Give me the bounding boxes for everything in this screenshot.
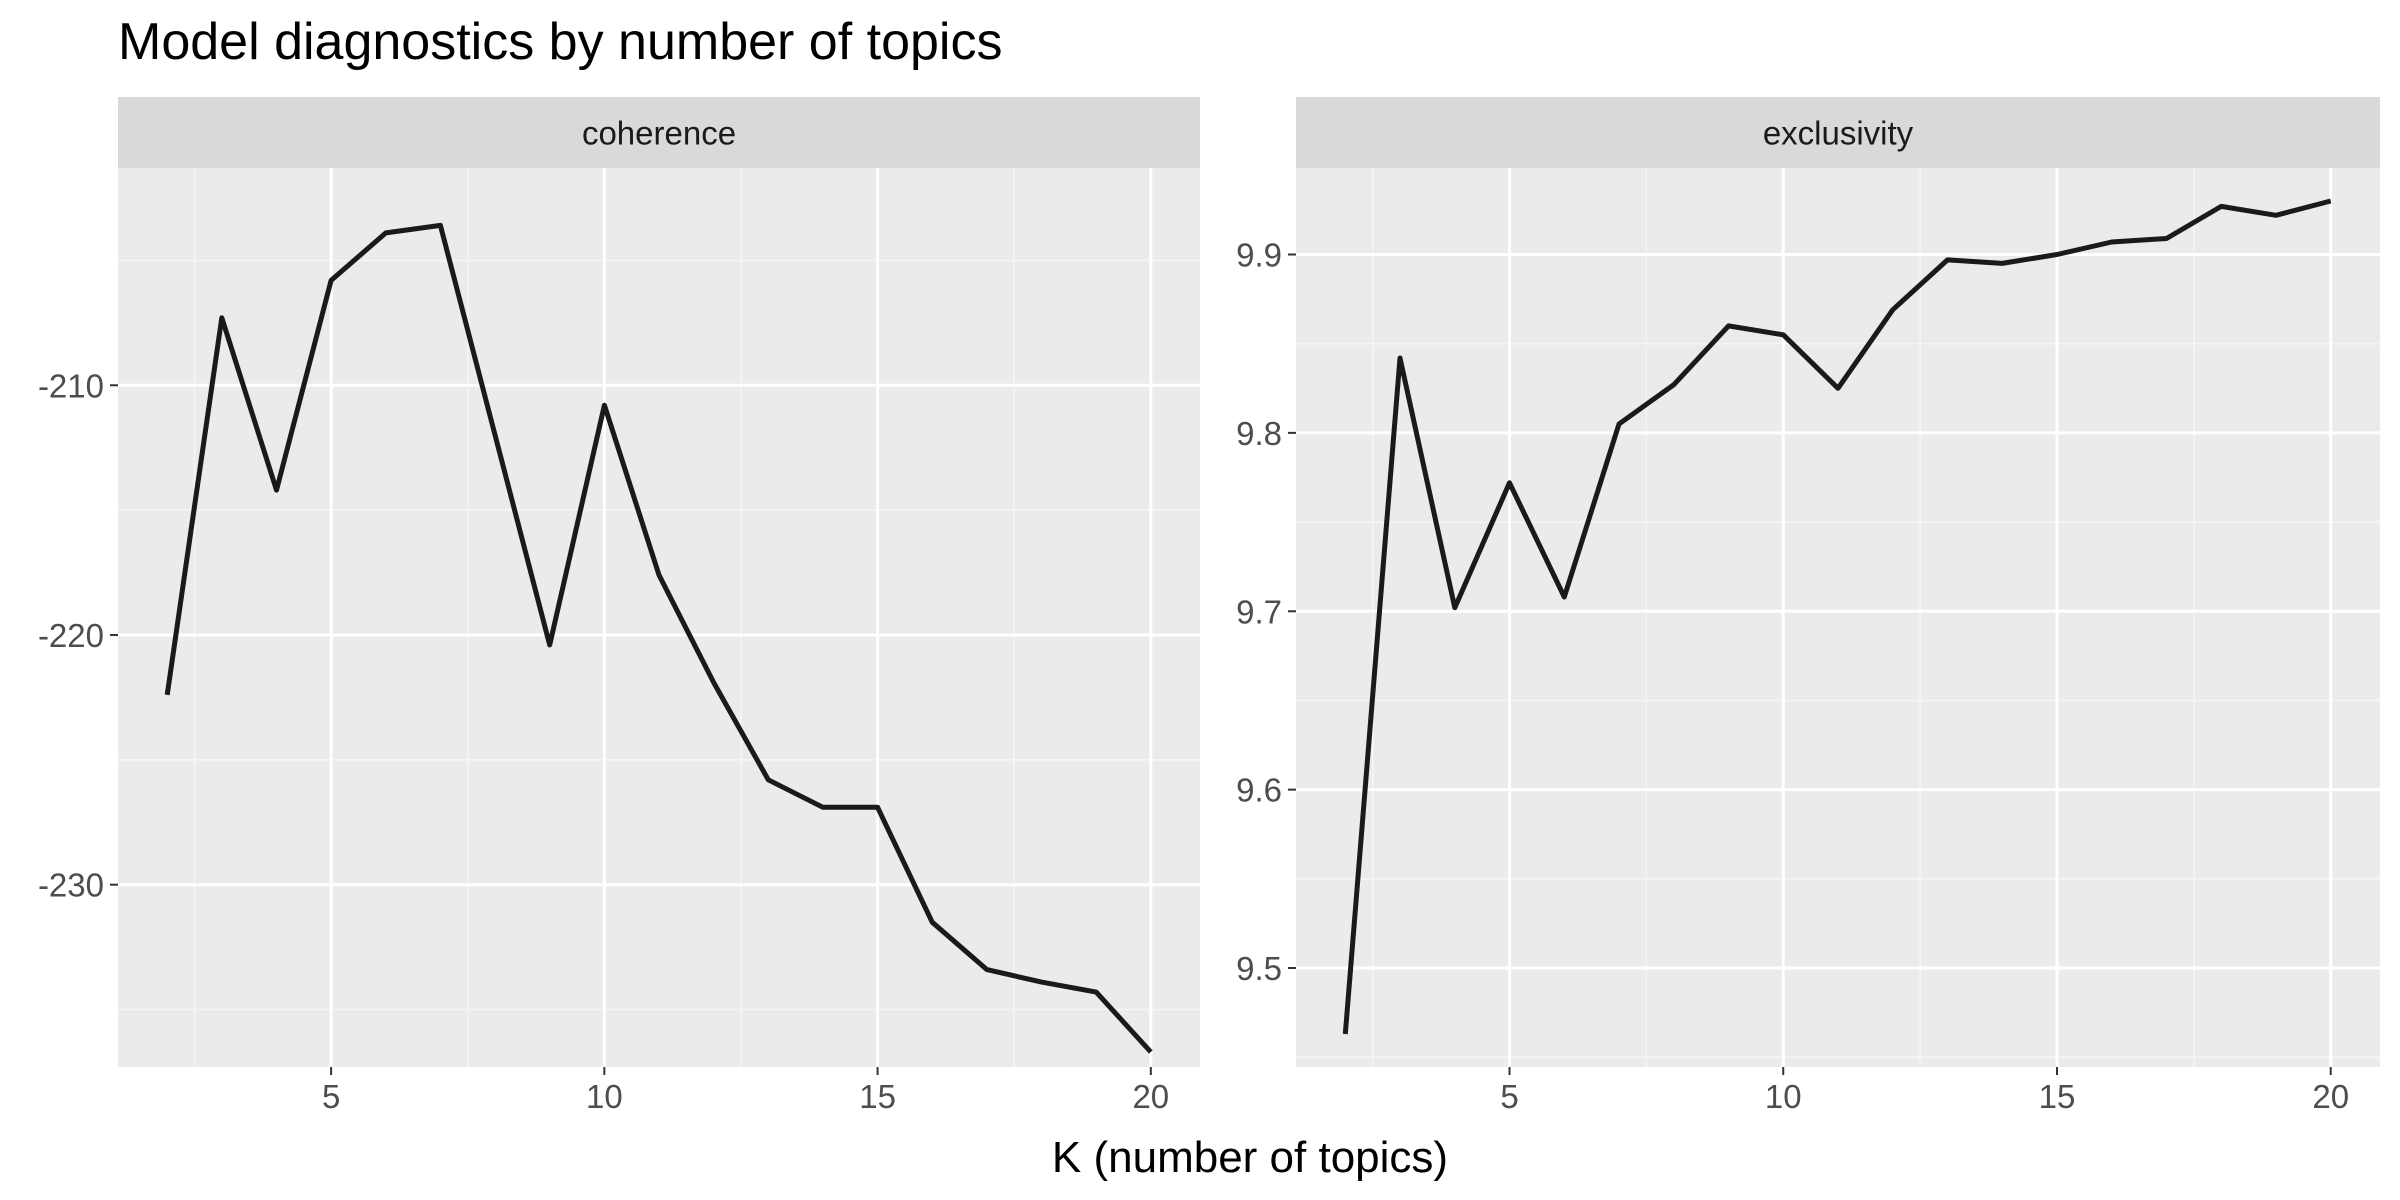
coherence-point bbox=[984, 967, 989, 972]
coherence-point bbox=[219, 315, 224, 320]
y-tick-label: 9.8 bbox=[1236, 415, 1282, 452]
coherence-point bbox=[1039, 980, 1044, 985]
x-tick-label: 20 bbox=[2312, 1078, 2349, 1115]
facet-strip bbox=[118, 97, 1200, 168]
coherence-point bbox=[493, 433, 498, 438]
coherence-point bbox=[383, 230, 388, 235]
exclusivity-point bbox=[1343, 1032, 1348, 1037]
exclusivity-panel: exclusivity 5 10 15 20 9.5 9.6 9.7 9.8 9.9 bbox=[1236, 97, 2380, 1115]
x-tick-label: 15 bbox=[859, 1078, 896, 1115]
y-tick-label: -220 bbox=[38, 617, 104, 654]
x-tick-label: 15 bbox=[2039, 1078, 2076, 1115]
exclusivity-point bbox=[2000, 261, 2005, 266]
coherence-point bbox=[711, 680, 716, 685]
coherence-point bbox=[1148, 1050, 1153, 1055]
coherence-point bbox=[657, 573, 662, 578]
y-tick-label: 9.7 bbox=[1236, 593, 1282, 630]
x-tick-label: 10 bbox=[1765, 1078, 1802, 1115]
coherence-point bbox=[602, 403, 607, 408]
facet-strip-label: exclusivity bbox=[1763, 115, 1914, 152]
coherence-point bbox=[274, 488, 279, 493]
exclusivity-point bbox=[1617, 421, 1622, 426]
facet-strip bbox=[1296, 97, 2380, 168]
x-tick-label: 5 bbox=[1500, 1078, 1518, 1115]
y-tick-label: -230 bbox=[38, 867, 104, 904]
y-tick-label: -210 bbox=[38, 367, 104, 404]
exclusivity-point bbox=[1726, 323, 1731, 328]
exclusivity-point bbox=[1781, 332, 1786, 337]
exclusivity-point bbox=[1836, 386, 1841, 391]
exclusivity-point bbox=[2164, 236, 2169, 241]
exclusivity-point bbox=[2273, 213, 2278, 218]
coherence-point bbox=[766, 777, 771, 782]
exclusivity-point bbox=[2054, 252, 2059, 257]
panel-background bbox=[118, 168, 1200, 1067]
x-tick-label: 5 bbox=[322, 1078, 340, 1115]
exclusivity-point bbox=[1671, 382, 1676, 387]
coherence-point bbox=[438, 223, 443, 228]
exclusivity-point bbox=[1398, 355, 1403, 360]
x-tick-label: 10 bbox=[586, 1078, 623, 1115]
x-axis-title: K (number of topics) bbox=[1052, 1133, 1448, 1182]
coherence-point bbox=[1094, 990, 1099, 995]
coherence-point bbox=[820, 805, 825, 810]
exclusivity-point bbox=[1890, 307, 1895, 312]
exclusivity-point bbox=[2328, 198, 2333, 203]
coherence-point bbox=[165, 692, 170, 697]
coherence-point bbox=[930, 920, 935, 925]
coherence-point bbox=[329, 278, 334, 283]
y-tick-label: 9.6 bbox=[1236, 772, 1282, 809]
chart-title: Model diagnostics by number of topics bbox=[118, 13, 1003, 71]
x-tick-label: 20 bbox=[1132, 1078, 1169, 1115]
exclusivity-point bbox=[2219, 204, 2224, 209]
y-tick-label: 9.5 bbox=[1236, 950, 1282, 987]
exclusivity-line bbox=[1342, 198, 2332, 1035]
exclusivity-point bbox=[1452, 605, 1457, 610]
y-tick-label: 9.9 bbox=[1236, 237, 1282, 274]
coherence-point bbox=[875, 805, 880, 810]
exclusivity-point bbox=[1562, 594, 1567, 599]
panel-background bbox=[1296, 168, 2380, 1067]
exclusivity-point bbox=[1507, 480, 1512, 485]
coherence-line bbox=[164, 222, 1153, 1054]
facet-strip-label: coherence bbox=[582, 115, 736, 152]
exclusivity-point bbox=[1945, 257, 1950, 262]
coherence-point bbox=[547, 642, 552, 647]
coherence-panel: coherence 5 10 15 20 -210 -220 -230 bbox=[38, 97, 1200, 1115]
exclusivity-point bbox=[2109, 240, 2114, 245]
